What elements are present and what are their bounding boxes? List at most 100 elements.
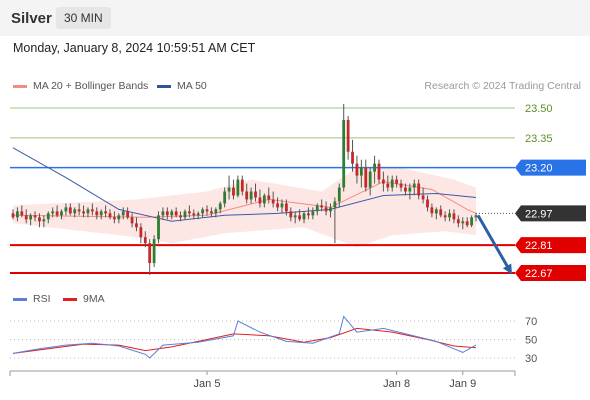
candle-body	[368, 171, 372, 188]
candle	[232, 179, 235, 200]
candle	[139, 223, 143, 244]
candle-body	[421, 195, 425, 200]
candle-body	[33, 215, 37, 218]
price-tag-22.97: 22.97	[525, 208, 553, 220]
candle	[373, 155, 376, 184]
price-tag-23.35: 23.35	[525, 133, 553, 145]
price-tag-22.81: 22.81	[525, 240, 553, 252]
candle-body	[342, 119, 346, 188]
legend-ma20-swatch	[13, 84, 27, 88]
candle	[33, 211, 37, 222]
candle-body	[179, 215, 182, 218]
legend-ma20: MA 20 + Bollinger Bands	[13, 80, 148, 92]
candle	[77, 203, 81, 216]
candle	[351, 139, 354, 172]
legend-ma20-label: MA 20 + Bollinger Bands	[33, 80, 149, 92]
candle-body	[412, 183, 416, 188]
candle-body	[346, 119, 350, 152]
candle	[108, 209, 112, 220]
candle-body	[86, 209, 90, 214]
candle	[157, 211, 160, 244]
candle-body	[456, 219, 460, 224]
candle	[452, 209, 456, 224]
rsi-line	[12, 315, 477, 359]
candle-body	[174, 211, 178, 216]
candle	[196, 211, 200, 220]
candle	[368, 167, 372, 196]
candle	[346, 115, 350, 160]
candle	[298, 209, 302, 222]
candle	[64, 203, 68, 216]
candle-body	[408, 187, 412, 192]
candle-body	[205, 209, 209, 212]
candle	[95, 207, 99, 220]
candle-body	[117, 215, 121, 220]
candle	[55, 205, 59, 218]
candle	[227, 175, 231, 200]
candle-body	[218, 203, 222, 210]
candle	[271, 191, 275, 208]
candle-body	[307, 213, 310, 216]
legend-rsi-swatch	[13, 297, 27, 301]
candle	[258, 189, 262, 208]
candle	[417, 179, 421, 200]
candle	[456, 215, 460, 228]
candle	[236, 175, 240, 198]
candle-body	[271, 199, 275, 204]
candle-body	[284, 203, 288, 212]
candle-body	[329, 207, 332, 212]
bollinger-band	[13, 167, 476, 248]
header-bar: Silver 30 MIN	[0, 0, 590, 36]
candle-body	[165, 211, 169, 216]
candle	[104, 205, 107, 218]
candle	[126, 207, 130, 220]
candle-body	[311, 211, 315, 216]
candle-body	[245, 191, 249, 200]
x-tick-label: Jan 8	[383, 378, 410, 390]
candle-body	[465, 221, 469, 226]
candle-body	[46, 213, 50, 220]
candle	[245, 183, 249, 204]
legend-9ma-label: 9MA	[83, 293, 105, 305]
candle-body	[152, 239, 156, 264]
candle-body	[276, 203, 279, 208]
candle	[474, 213, 478, 222]
candle	[267, 187, 271, 204]
candle	[143, 231, 147, 248]
candle	[355, 155, 359, 184]
candle	[24, 209, 28, 224]
candle-body	[29, 215, 33, 220]
rsi-tick-label: 30	[525, 353, 537, 365]
candle-body	[99, 211, 103, 216]
candle-body	[355, 163, 359, 176]
candle	[390, 175, 394, 192]
candle	[465, 217, 469, 228]
candle-body	[121, 211, 125, 216]
candle-body	[210, 211, 213, 214]
candle-body	[170, 211, 174, 216]
legend-9ma: 9MA	[63, 293, 105, 305]
candle	[42, 215, 46, 228]
candle	[337, 183, 341, 208]
candle-body	[390, 179, 394, 188]
candle-body	[351, 151, 354, 164]
candle	[73, 207, 77, 218]
candle-body	[395, 179, 399, 184]
candle	[311, 207, 315, 220]
timeframe-selector[interactable]: 30 MIN	[56, 7, 111, 29]
candle	[430, 203, 434, 218]
candle-body	[90, 209, 94, 212]
candle	[324, 201, 328, 216]
candle	[293, 211, 297, 224]
rsi-tick-label: 50	[525, 335, 537, 347]
candle	[329, 203, 332, 218]
candle	[86, 207, 90, 218]
candle-body	[293, 215, 297, 218]
price-tag-23.20: 23.20	[525, 163, 553, 175]
candle	[470, 215, 473, 228]
candle-body	[196, 213, 200, 216]
candle-body	[474, 215, 478, 218]
candle-body	[60, 211, 63, 216]
candle-body	[104, 211, 107, 214]
candle	[254, 183, 257, 202]
